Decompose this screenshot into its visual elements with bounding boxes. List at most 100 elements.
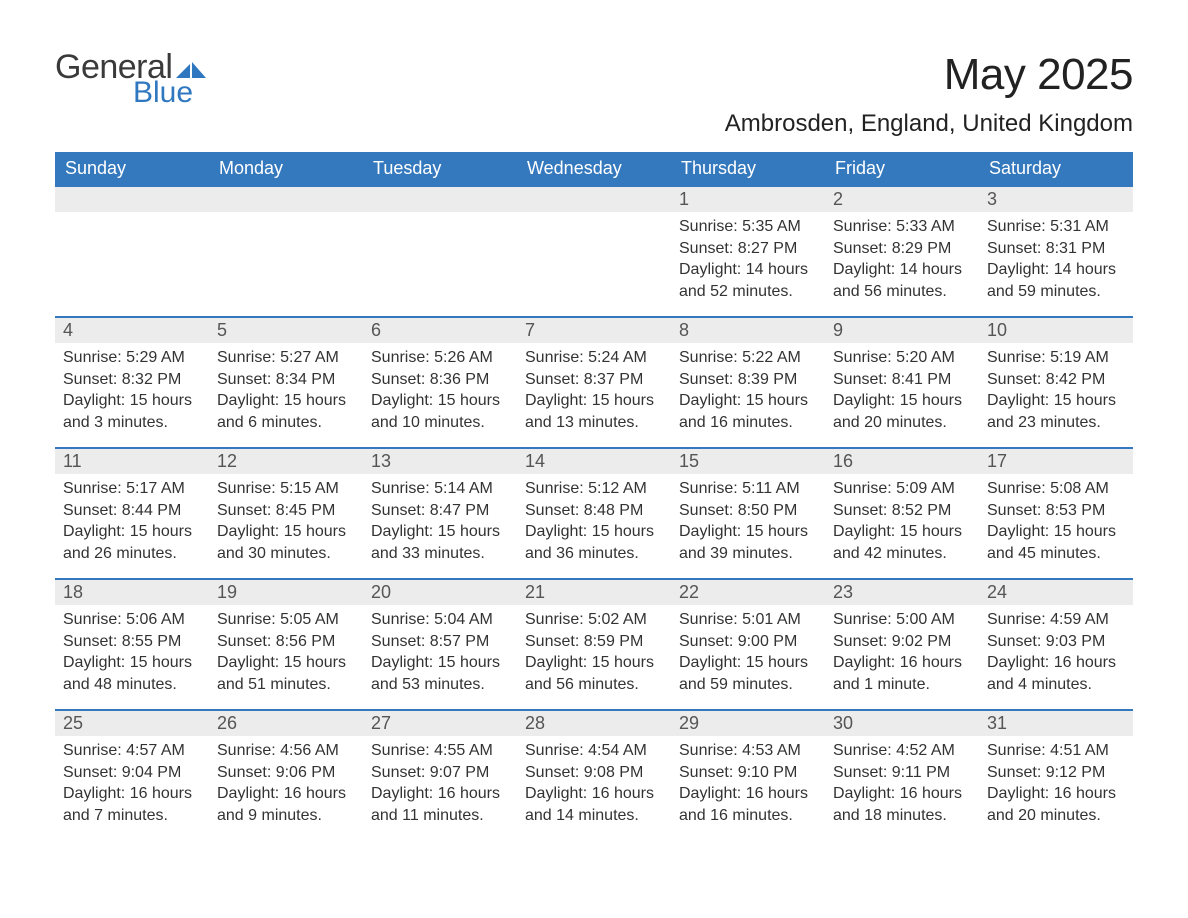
day-line: Daylight: 16 hours and 20 minutes. <box>987 783 1125 826</box>
day-body <box>363 212 517 316</box>
day-number: 13 <box>363 449 517 474</box>
week-daynum-row: 18192021222324 <box>55 578 1133 605</box>
day-body: Sunrise: 5:06 AMSunset: 8:55 PMDaylight:… <box>55 605 209 709</box>
day-line: Sunrise: 5:24 AM <box>525 347 663 369</box>
day-line: Sunrise: 4:56 AM <box>217 740 355 762</box>
day-line: Sunrise: 5:33 AM <box>833 216 971 238</box>
day-line: Sunrise: 4:53 AM <box>679 740 817 762</box>
day-number: 16 <box>825 449 979 474</box>
day-number: 21 <box>517 580 671 605</box>
day-line: Daylight: 15 hours and 45 minutes. <box>987 521 1125 564</box>
day-line: Sunrise: 5:02 AM <box>525 609 663 631</box>
day-line: Sunrise: 5:27 AM <box>217 347 355 369</box>
day-line: Daylight: 15 hours and 56 minutes. <box>525 652 663 695</box>
day-line: Daylight: 16 hours and 7 minutes. <box>63 783 201 826</box>
dow-cell: Sunday <box>55 152 209 187</box>
day-line: Sunset: 8:59 PM <box>525 631 663 653</box>
day-body: Sunrise: 5:05 AMSunset: 8:56 PMDaylight:… <box>209 605 363 709</box>
day-body: Sunrise: 5:15 AMSunset: 8:45 PMDaylight:… <box>209 474 363 578</box>
day-line: Sunset: 9:11 PM <box>833 762 971 784</box>
day-number: 23 <box>825 580 979 605</box>
day-number: 25 <box>55 711 209 736</box>
day-body: Sunrise: 5:24 AMSunset: 8:37 PMDaylight:… <box>517 343 671 447</box>
weeks-container: 123Sunrise: 5:35 AMSunset: 8:27 PMDaylig… <box>55 187 1133 840</box>
week-daynum-row: 25262728293031 <box>55 709 1133 736</box>
day-number: 18 <box>55 580 209 605</box>
day-number: 7 <box>517 318 671 343</box>
day-body: Sunrise: 5:09 AMSunset: 8:52 PMDaylight:… <box>825 474 979 578</box>
day-number: 3 <box>979 187 1133 212</box>
day-line: Daylight: 15 hours and 13 minutes. <box>525 390 663 433</box>
days-of-week-header: SundayMondayTuesdayWednesdayThursdayFrid… <box>55 152 1133 187</box>
day-number: 28 <box>517 711 671 736</box>
day-line: Sunset: 8:32 PM <box>63 369 201 391</box>
day-number: 27 <box>363 711 517 736</box>
day-number: 9 <box>825 318 979 343</box>
day-line: Sunrise: 5:11 AM <box>679 478 817 500</box>
day-line: Sunset: 9:03 PM <box>987 631 1125 653</box>
day-number: 29 <box>671 711 825 736</box>
dow-cell: Friday <box>825 152 979 187</box>
day-line: Daylight: 15 hours and 42 minutes. <box>833 521 971 564</box>
day-line: Daylight: 15 hours and 59 minutes. <box>679 652 817 695</box>
day-number: 17 <box>979 449 1133 474</box>
day-line: Daylight: 16 hours and 14 minutes. <box>525 783 663 826</box>
day-body: Sunrise: 4:52 AMSunset: 9:11 PMDaylight:… <box>825 736 979 840</box>
day-line: Sunset: 8:52 PM <box>833 500 971 522</box>
location-subtitle: Ambrosden, England, United Kingdom <box>725 110 1133 138</box>
day-body <box>517 212 671 316</box>
day-number <box>517 187 671 212</box>
day-line: Sunrise: 5:04 AM <box>371 609 509 631</box>
day-line: Sunrise: 5:20 AM <box>833 347 971 369</box>
day-line: Daylight: 16 hours and 16 minutes. <box>679 783 817 826</box>
day-body: Sunrise: 5:12 AMSunset: 8:48 PMDaylight:… <box>517 474 671 578</box>
day-number: 4 <box>55 318 209 343</box>
day-line: Daylight: 15 hours and 20 minutes. <box>833 390 971 433</box>
day-line: Sunset: 8:27 PM <box>679 238 817 260</box>
day-line: Daylight: 16 hours and 1 minute. <box>833 652 971 695</box>
day-line: Sunset: 9:12 PM <box>987 762 1125 784</box>
day-number: 10 <box>979 318 1133 343</box>
day-line: Sunrise: 4:57 AM <box>63 740 201 762</box>
day-line: Daylight: 15 hours and 36 minutes. <box>525 521 663 564</box>
day-line: Sunset: 8:44 PM <box>63 500 201 522</box>
day-line: Sunset: 8:47 PM <box>371 500 509 522</box>
day-line: Sunrise: 5:15 AM <box>217 478 355 500</box>
day-number: 22 <box>671 580 825 605</box>
week-body-row: Sunrise: 5:35 AMSunset: 8:27 PMDaylight:… <box>55 212 1133 316</box>
week-daynum-row: 123 <box>55 187 1133 212</box>
day-line: Sunset: 8:57 PM <box>371 631 509 653</box>
day-line: Daylight: 15 hours and 48 minutes. <box>63 652 201 695</box>
day-line: Daylight: 15 hours and 39 minutes. <box>679 521 817 564</box>
day-number: 19 <box>209 580 363 605</box>
day-number <box>55 187 209 212</box>
day-line: Daylight: 15 hours and 6 minutes. <box>217 390 355 433</box>
day-body: Sunrise: 5:20 AMSunset: 8:41 PMDaylight:… <box>825 343 979 447</box>
day-number: 15 <box>671 449 825 474</box>
day-line: Sunset: 8:34 PM <box>217 369 355 391</box>
day-line: Sunset: 9:06 PM <box>217 762 355 784</box>
day-line: Sunrise: 5:05 AM <box>217 609 355 631</box>
day-line: Sunset: 8:29 PM <box>833 238 971 260</box>
day-body: Sunrise: 5:14 AMSunset: 8:47 PMDaylight:… <box>363 474 517 578</box>
dow-cell: Tuesday <box>363 152 517 187</box>
day-line: Sunrise: 5:06 AM <box>63 609 201 631</box>
day-number: 1 <box>671 187 825 212</box>
day-line: Sunrise: 4:54 AM <box>525 740 663 762</box>
day-line: Sunrise: 5:31 AM <box>987 216 1125 238</box>
day-line: Sunset: 8:56 PM <box>217 631 355 653</box>
day-line: Sunrise: 5:22 AM <box>679 347 817 369</box>
day-line: Sunrise: 5:08 AM <box>987 478 1125 500</box>
day-body: Sunrise: 5:17 AMSunset: 8:44 PMDaylight:… <box>55 474 209 578</box>
day-body <box>55 212 209 316</box>
day-number: 5 <box>209 318 363 343</box>
day-line: Sunrise: 5:09 AM <box>833 478 971 500</box>
day-line: Daylight: 15 hours and 10 minutes. <box>371 390 509 433</box>
day-line: Sunrise: 5:12 AM <box>525 478 663 500</box>
day-line: Sunset: 8:42 PM <box>987 369 1125 391</box>
day-body: Sunrise: 5:22 AMSunset: 8:39 PMDaylight:… <box>671 343 825 447</box>
day-line: Sunset: 8:37 PM <box>525 369 663 391</box>
day-line: Sunset: 8:53 PM <box>987 500 1125 522</box>
day-line: Daylight: 15 hours and 30 minutes. <box>217 521 355 564</box>
day-body: Sunrise: 5:08 AMSunset: 8:53 PMDaylight:… <box>979 474 1133 578</box>
